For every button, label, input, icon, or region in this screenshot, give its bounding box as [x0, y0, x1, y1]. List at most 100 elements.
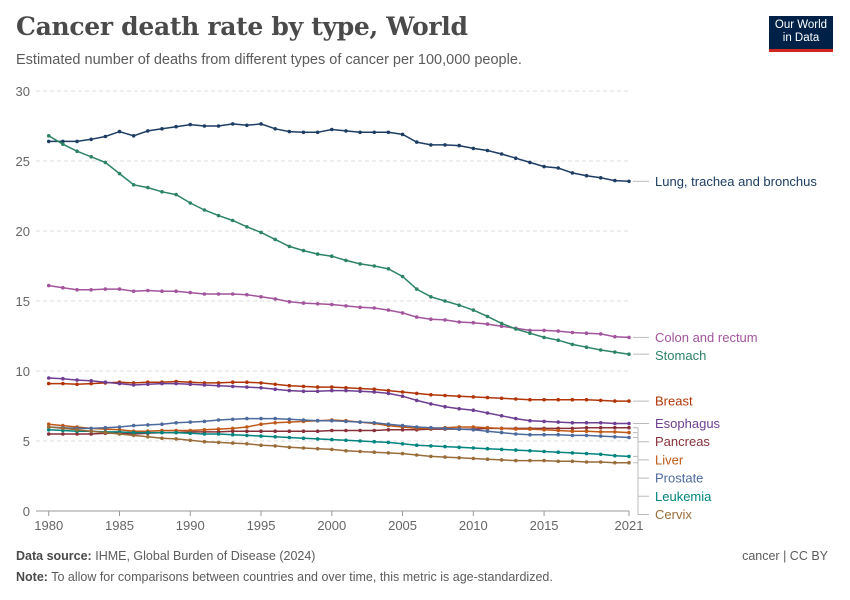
data-point	[400, 442, 405, 446]
chart-note: Note: To allow for comparisons between c…	[16, 570, 553, 584]
data-point	[570, 429, 575, 434]
label-connector	[633, 437, 649, 479]
data-point	[627, 335, 631, 340]
data-point	[202, 428, 207, 432]
data-point	[344, 129, 348, 133]
data-point	[216, 213, 221, 218]
owid-logo[interactable]: Our World in Data	[769, 16, 833, 52]
data-point	[46, 428, 51, 432]
series-label[interactable]: Breast	[655, 394, 693, 409]
series-label[interactable]: Cervix	[655, 507, 692, 522]
y-tick-label: 10	[16, 364, 30, 379]
data-point	[301, 301, 306, 305]
data-point	[513, 397, 518, 401]
data-point	[131, 383, 136, 387]
series-label[interactable]: Prostate	[655, 471, 703, 486]
data-point	[471, 320, 476, 325]
data-point	[46, 134, 51, 138]
x-tick-label: 1980	[34, 518, 63, 533]
data-point	[386, 440, 391, 445]
data-point	[188, 382, 193, 387]
data-point	[499, 458, 504, 462]
data-point	[513, 327, 518, 331]
data-point	[542, 428, 546, 432]
data-point	[273, 435, 277, 439]
data-point	[202, 419, 207, 424]
series-label[interactable]: Esophagus	[655, 416, 721, 431]
series-label[interactable]: Pancreas	[655, 434, 710, 449]
data-point	[344, 438, 348, 443]
data-point	[429, 143, 433, 147]
data-point	[372, 130, 377, 135]
license[interactable]: cancer | CC BY	[742, 549, 828, 563]
series-line-8	[48, 429, 630, 458]
data-point	[485, 314, 490, 319]
data-point	[202, 439, 207, 444]
data-point	[287, 429, 292, 434]
data-point	[414, 425, 419, 429]
data-point	[443, 143, 447, 147]
data-point	[75, 428, 79, 432]
data-point	[245, 292, 249, 297]
data-point	[174, 430, 178, 435]
note-label: Note:	[16, 570, 48, 584]
data-point	[202, 208, 207, 212]
data-point	[542, 328, 546, 333]
data-point	[174, 192, 178, 197]
data-point	[287, 435, 292, 440]
data-point	[386, 388, 391, 393]
data-point	[400, 311, 405, 315]
data-point	[627, 421, 631, 426]
data-point	[315, 446, 320, 451]
data-point	[329, 302, 334, 307]
series-line-5	[48, 426, 629, 435]
data-point	[414, 287, 419, 291]
data-point	[103, 160, 108, 165]
data-point	[556, 428, 561, 433]
data-point	[386, 308, 391, 312]
data-point	[584, 433, 589, 438]
data-point	[273, 297, 277, 301]
data-point	[400, 274, 405, 279]
series-line-3	[48, 380, 629, 402]
data-point	[245, 425, 249, 429]
y-tick-label: 5	[23, 434, 30, 449]
data-point	[259, 295, 263, 299]
data-point	[570, 342, 575, 347]
series-label[interactable]: Colon and rectum	[655, 330, 758, 345]
data-point	[542, 419, 546, 424]
data-point	[513, 416, 518, 421]
data-point	[457, 143, 461, 148]
data-point	[457, 303, 461, 308]
data-point	[315, 130, 320, 135]
data-point	[443, 404, 447, 409]
source-text[interactable]: IHME, Global Burden of Disease (2024)	[95, 549, 316, 563]
data-point	[61, 381, 65, 386]
data-point	[344, 258, 348, 263]
data-point	[103, 380, 108, 385]
series-label[interactable]: Stomach	[655, 348, 706, 363]
data-point	[372, 450, 377, 455]
data-point	[499, 430, 504, 435]
data-point	[160, 190, 164, 194]
data-point	[259, 386, 263, 390]
data-point	[146, 430, 150, 435]
data-point	[89, 426, 93, 431]
series-label[interactable]: Liver	[655, 452, 684, 467]
x-tick-label: 2021	[615, 518, 644, 533]
data-point	[570, 330, 575, 335]
data-point	[386, 422, 391, 427]
series-label[interactable]: Leukemia	[655, 489, 712, 504]
data-point	[613, 334, 617, 339]
data-point	[245, 429, 249, 434]
x-tick-label: 2015	[530, 518, 559, 533]
logo-line1: Our World	[774, 19, 828, 31]
data-point	[358, 420, 362, 424]
data-point	[301, 446, 306, 450]
series-label[interactable]: Lung, trachea and bronchus	[655, 174, 817, 189]
data-point	[358, 262, 362, 266]
data-point	[513, 427, 518, 431]
data-point	[259, 434, 263, 438]
data-point	[245, 380, 249, 385]
data-point	[259, 230, 263, 235]
